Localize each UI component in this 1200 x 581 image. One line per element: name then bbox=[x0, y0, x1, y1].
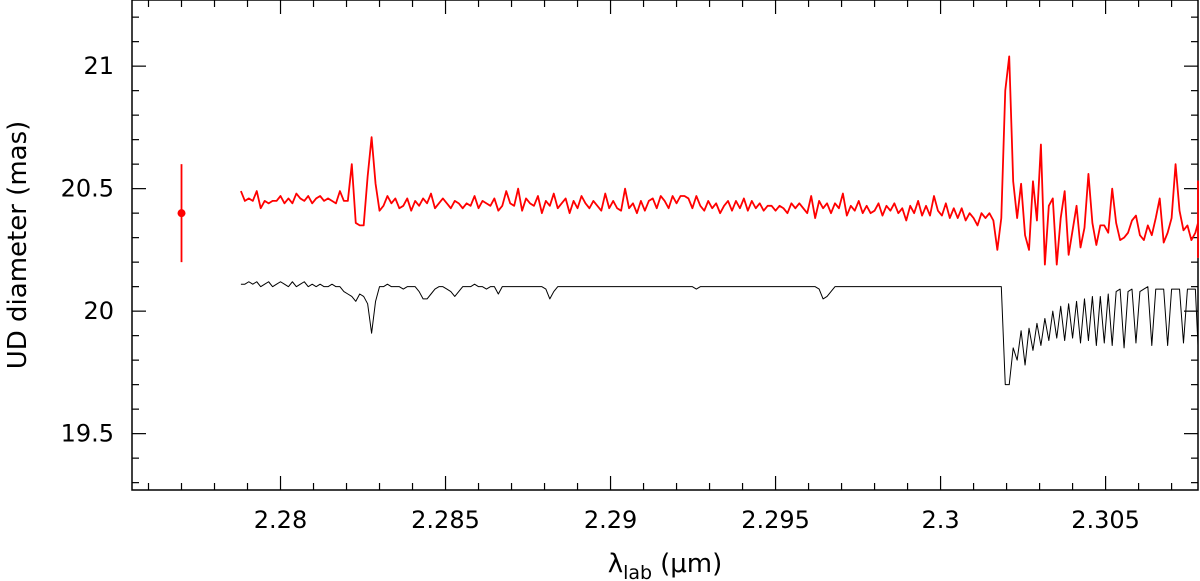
y-axis-label: UD diameter (mas) bbox=[3, 121, 33, 370]
x-tick-label: 2.295 bbox=[741, 506, 810, 534]
axis-ticks bbox=[132, 0, 1198, 490]
y-tick-label: 20 bbox=[83, 297, 114, 325]
y-tick-label: 21 bbox=[83, 52, 114, 80]
y-tick-label: 19.5 bbox=[61, 420, 114, 448]
x-axis-label-symbol: λ bbox=[608, 549, 623, 579]
x-tick-label: 2.29 bbox=[584, 506, 637, 534]
error-bar-point bbox=[177, 209, 186, 218]
x-tick-label: 2.3 bbox=[921, 506, 959, 534]
x-tick-label: 2.305 bbox=[1071, 506, 1140, 534]
x-tick-labels: 2.28 2.285 2.29 2.295 2.3 2.305 bbox=[254, 506, 1140, 534]
series-layer bbox=[240, 55, 1199, 386]
plot-frame bbox=[131, 0, 1199, 491]
y-tick-labels: 19.5 20 20.5 21 bbox=[61, 52, 114, 448]
error-bar-layer bbox=[177, 164, 186, 263]
x-axis-label: λlab (μm) bbox=[608, 549, 723, 581]
series-line-black bbox=[240, 281, 1199, 386]
y-tick-label: 20.5 bbox=[61, 175, 114, 203]
x-tick-label: 2.285 bbox=[411, 506, 480, 534]
series-line-red bbox=[240, 55, 1199, 266]
x-axis-label-unit: (μm) bbox=[660, 549, 722, 579]
x-axis-label-subscript: lab bbox=[623, 562, 652, 581]
x-tick-label: 2.28 bbox=[254, 506, 307, 534]
